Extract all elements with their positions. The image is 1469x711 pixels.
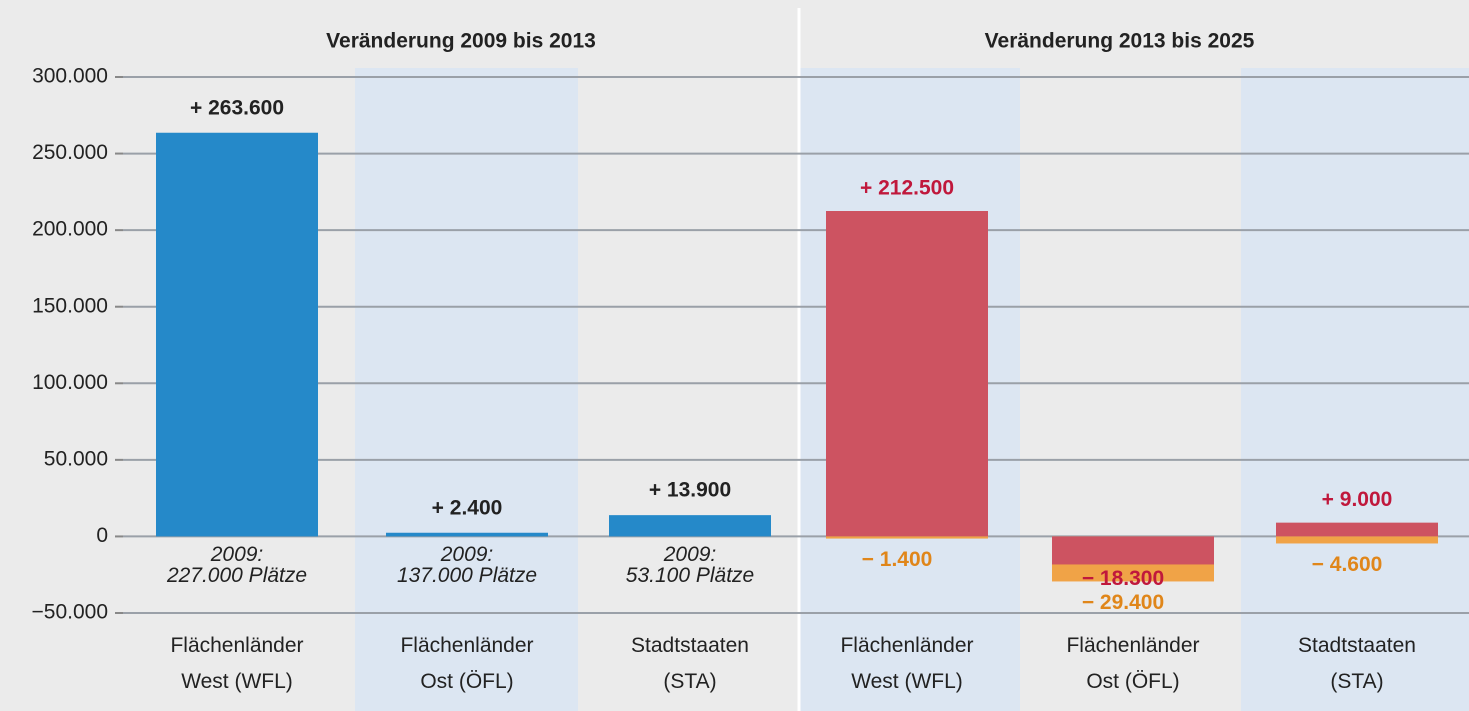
y-tick-label: 0 — [96, 524, 108, 547]
y-tick-label: 50.000 — [44, 447, 108, 470]
panel-title: Veränderung 2009 bis 2013 — [326, 30, 596, 53]
x-tick-label: Flächenländer Ost (ÖFL) — [1066, 634, 1200, 693]
y-tick-label: 250.000 — [32, 141, 108, 164]
annotation: 2009: 53.100 Plätze — [625, 543, 755, 588]
bar — [1052, 536, 1214, 565]
y-tick-label: 300.000 — [32, 65, 108, 88]
value-label: − 4.600 — [1312, 553, 1383, 576]
value-label: + 212.500 — [860, 177, 954, 200]
band — [1241, 68, 1469, 711]
value-label: + 9.000 — [1322, 488, 1393, 511]
bar — [156, 132, 318, 537]
bar — [386, 532, 548, 537]
value-label: + 263.600 — [190, 96, 284, 119]
bar — [826, 211, 988, 537]
band — [355, 68, 578, 711]
x-tick-label: Stadtstaaten (STA) — [1298, 634, 1416, 693]
annotation: 2009: 137.000 Plätze — [396, 543, 538, 588]
annotation: 2009: 227.000 Plätze — [166, 543, 308, 588]
bar — [1276, 536, 1438, 544]
y-tick-label: 100.000 — [32, 371, 108, 394]
x-tick-label: Flächenländer Ost (ÖFL) — [400, 634, 534, 693]
y-tick-label: −50.000 — [32, 601, 109, 624]
y-tick-label: 200.000 — [32, 218, 108, 241]
value-label: − 1.400 — [862, 548, 933, 571]
value-label: − 18.300 — [1082, 567, 1164, 590]
value-label: + 13.900 — [649, 479, 731, 502]
panel-title: Veränderung 2013 bis 2025 — [985, 30, 1255, 53]
x-tick-label: Flächenländer West (WFL) — [170, 634, 304, 693]
value-label: + 2.400 — [432, 496, 503, 519]
y-tick-label: 150.000 — [32, 294, 108, 317]
bar — [1276, 522, 1438, 537]
x-tick-label: Stadtstaaten (STA) — [631, 634, 749, 693]
bar — [609, 515, 771, 537]
bar — [826, 536, 988, 539]
value-label: − 29.400 — [1082, 591, 1164, 614]
x-tick-label: Flächenländer West (WFL) — [840, 634, 974, 693]
